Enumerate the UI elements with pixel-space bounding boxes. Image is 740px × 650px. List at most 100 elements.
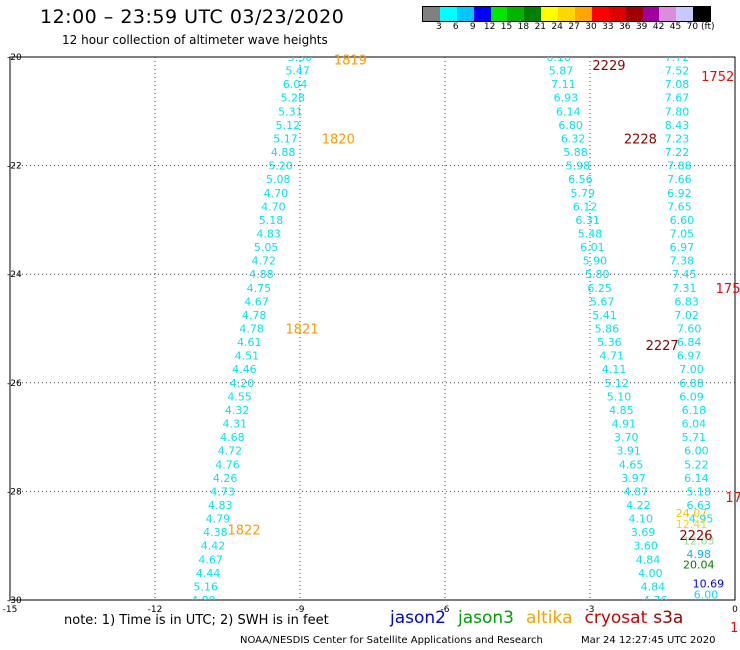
color-scale-unit: (ft) <box>701 22 715 32</box>
wave-height-value: 5.16 <box>194 580 219 593</box>
wave-height-value: 6.97 <box>670 241 695 254</box>
x-tick-label: -3 <box>586 605 595 615</box>
wave-height-value: 5.71 <box>682 431 707 444</box>
footer-note: note: 1) Time is in UTC; 2) SWH is in fe… <box>64 613 329 628</box>
wave-height-value: 5.67 <box>590 295 615 308</box>
wave-height-value: 4.10 <box>629 513 654 526</box>
color-swatch <box>473 7 491 21</box>
color-swatch <box>423 7 440 21</box>
color-scale-label: 6 <box>452 22 459 32</box>
wave-height-value: 4.78 <box>239 323 264 336</box>
wave-height-value: 4.20 <box>230 377 255 390</box>
color-scale-bar <box>422 6 712 22</box>
wave-height-value: 5.88 <box>563 146 588 159</box>
wave-height-value: 5.08 <box>266 173 291 186</box>
color-swatch <box>558 7 576 21</box>
x-tick-label: -6 <box>441 605 450 615</box>
wave-height-value: 7.88 <box>667 160 692 173</box>
color-swatch <box>541 7 559 21</box>
wave-height-value: 4.76 <box>643 594 668 607</box>
color-scale-label: 27 <box>568 22 580 32</box>
color-scale-label: 70 <box>686 22 699 32</box>
wave-height-value: 4.72 <box>218 445 243 458</box>
plot-frame <box>9 56 736 601</box>
wave-height-value: 4.76 <box>215 458 240 471</box>
wave-height-value: 4.85 <box>609 404 634 417</box>
wave-height-value: 20.04 <box>683 559 715 572</box>
x-tick-label: -12 <box>148 605 163 615</box>
color-swatch <box>642 7 660 21</box>
wave-height-value: 4.67 <box>198 553 223 566</box>
wave-height-value: 7.23 <box>665 132 690 145</box>
wave-height-value: 6.93 <box>554 92 579 105</box>
color-scale-label: 45 <box>669 22 682 32</box>
wave-height-value: 4.88 <box>271 146 296 159</box>
wave-height-value: 6.83 <box>674 295 699 308</box>
color-scale-label: 21 <box>534 22 547 32</box>
wave-height-value: 3.97 <box>621 472 646 485</box>
wave-height-value: 4.80 <box>191 594 216 607</box>
wave-height-value: 5.10 <box>607 390 632 403</box>
color-swatch <box>507 7 525 21</box>
wave-height-value: 4.31 <box>223 418 248 431</box>
wave-height-value: 6.12 <box>573 200 598 213</box>
wave-height-value: 3.70 <box>614 431 639 444</box>
color-swatch <box>693 7 711 21</box>
wave-height-value: 5.90 <box>583 255 608 268</box>
color-scale-label: 3 <box>436 22 442 32</box>
wave-height-value: 4.91 <box>612 418 637 431</box>
wave-height-value: 6.04 <box>283 78 308 91</box>
wave-height-value: 4.95 <box>689 513 714 526</box>
satellite-legend: jason2 jason3 altika cryosat s3a <box>390 608 695 628</box>
wave-height-value: 3.91 <box>616 445 641 458</box>
page-subtitle: 12 hour collection of altimeter wave hei… <box>62 33 328 47</box>
wave-height-value: 12.41 <box>676 518 708 531</box>
pass-time-label: 1 <box>730 621 738 636</box>
wave-height-value: 6.31 <box>575 214 600 227</box>
wave-height-value: 4.44 <box>196 567 221 580</box>
generated-timestamp: Mar 24 12:27:45 UTC 2020 <box>581 635 716 646</box>
wave-height-value: 6.56 <box>568 173 593 186</box>
wave-height-value: 7.60 <box>677 323 702 336</box>
color-scale-labels: 3 6 9 12 15 18 21 24 27 30 33 36 39 42 45 70 <box>422 22 728 36</box>
wave-height-value: 4.32 <box>225 404 250 417</box>
wave-height-value: 5.41 <box>592 309 617 322</box>
wave-height-value: 5.31 <box>278 105 303 118</box>
wave-height-value: 5.18 <box>687 485 712 498</box>
color-scale-label: 33 <box>602 22 614 32</box>
wave-height-value: 4.46 <box>232 363 257 376</box>
y-tick-label: -22 <box>7 162 22 172</box>
wave-height-value: 24.07 <box>676 507 708 520</box>
color-swatch <box>524 7 542 21</box>
wave-height-value: 4.79 <box>206 513 231 526</box>
wave-height-value: 4.22 <box>626 499 651 512</box>
wave-height-value: 6.00 <box>684 445 709 458</box>
wave-height-value: 4.68 <box>220 431 245 444</box>
wave-height-value: 7.00 <box>679 363 704 376</box>
wave-height-value: 3.69 <box>631 526 656 539</box>
page-title: 12:00 – 23:59 UTC 03/23/2020 <box>40 6 345 28</box>
wave-height-value: 5.28 <box>281 92 306 105</box>
color-scale-label: 9 <box>469 22 476 32</box>
pass-time-label: 1819 <box>334 54 367 69</box>
wave-height-value: 7.67 <box>665 92 690 105</box>
legend-jason2: jason2 <box>390 608 446 628</box>
wave-height-value: 5.18 <box>259 214 284 227</box>
x-tick-label: -9 <box>296 605 305 615</box>
color-swatch <box>625 7 643 21</box>
wave-height-value: 4.87 <box>624 485 649 498</box>
track-values: 5.305.476.045.285.315.125.174.885.205.08… <box>191 51 724 607</box>
wave-height-value: 7.08 <box>665 78 690 91</box>
wave-height-value: 7.65 <box>667 200 692 213</box>
wave-height-value: 7.11 <box>551 78 576 91</box>
pass-time-label: 1752 <box>701 70 734 85</box>
wave-height-value: 4.61 <box>237 336 262 349</box>
pass-time-label: 17 <box>725 491 740 506</box>
wave-height-value: 6.16 <box>546 51 571 64</box>
color-scale-label: 39 <box>635 22 648 32</box>
wave-height-value: 4.84 <box>641 580 666 593</box>
wave-height-value: 12.63 <box>683 534 715 547</box>
wave-height-value: 5.17 <box>273 132 298 145</box>
pass-time-label: 2229 <box>592 59 625 74</box>
